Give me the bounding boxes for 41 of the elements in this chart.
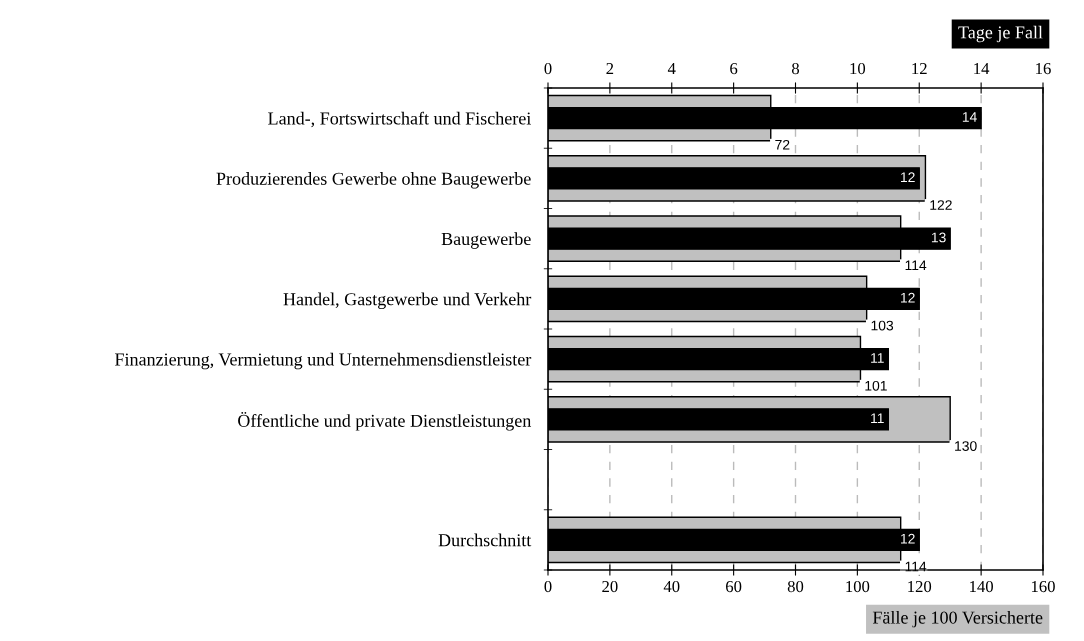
data-label: 14 xyxy=(962,112,977,122)
x2-tick-label: 10 xyxy=(850,62,866,75)
x2-axis-title: Tage je Fall xyxy=(958,25,1043,43)
x2-tick-label: 14 xyxy=(974,63,990,75)
x-tick-label: 120 xyxy=(908,580,932,593)
data-label: 72 xyxy=(775,139,790,150)
x2-tick-label: 8 xyxy=(791,62,800,75)
data-label: 11 xyxy=(871,413,884,423)
x-tick-label: 80 xyxy=(787,580,804,593)
x2-tick-label: 0 xyxy=(544,62,552,75)
data-label: 114 xyxy=(905,561,927,572)
x-tick-label: 140 xyxy=(970,580,993,593)
x2-tick-label: 4 xyxy=(667,63,676,75)
data-label: 122 xyxy=(930,200,952,210)
data-label: 101 xyxy=(865,380,887,391)
data-label: 12 xyxy=(901,533,915,544)
x-axis-title: Fälle je 100 Versicherte xyxy=(872,610,1043,628)
x2-tick-label: 6 xyxy=(730,63,738,75)
y-tick-label: Land-, Fortswirtschaft und Fischerei xyxy=(268,111,531,128)
x-tick-label: 0 xyxy=(544,580,552,593)
data-label: 130 xyxy=(955,441,977,451)
y-tick-label: Öffentliche und private Dienstleistungen xyxy=(238,412,532,431)
x2-tick-label: 12 xyxy=(912,63,927,75)
data-label: 12 xyxy=(901,172,915,182)
x-tick-label: 60 xyxy=(726,580,742,593)
x-tick-label: 100 xyxy=(846,580,870,593)
x-tick-label: 40 xyxy=(663,580,680,593)
data-label: 114 xyxy=(905,260,927,271)
y-tick-label: Durchschnitt xyxy=(438,533,532,547)
y-tick-label: Produzierendes Gewerbe ohne Baugewerbe xyxy=(216,172,531,189)
x-tick-label: 20 xyxy=(602,580,618,593)
data-label: 103 xyxy=(871,320,894,331)
y-tick-label: Baugewerbe xyxy=(441,232,531,249)
data-label: 13 xyxy=(931,232,946,243)
x2-tick-label: 16 xyxy=(1036,63,1051,75)
x-tick-label: 160 xyxy=(1031,580,1055,593)
data-label: 12 xyxy=(901,292,915,303)
y-tick-label: Handel, Gastgewerbe und Verkehr xyxy=(283,292,532,310)
x2-tick-label: 2 xyxy=(606,63,614,75)
data-label: 11 xyxy=(871,353,884,363)
y-tick-label: Finanzierung, Vermietung und Unternehmensdienstleister xyxy=(114,352,532,370)
